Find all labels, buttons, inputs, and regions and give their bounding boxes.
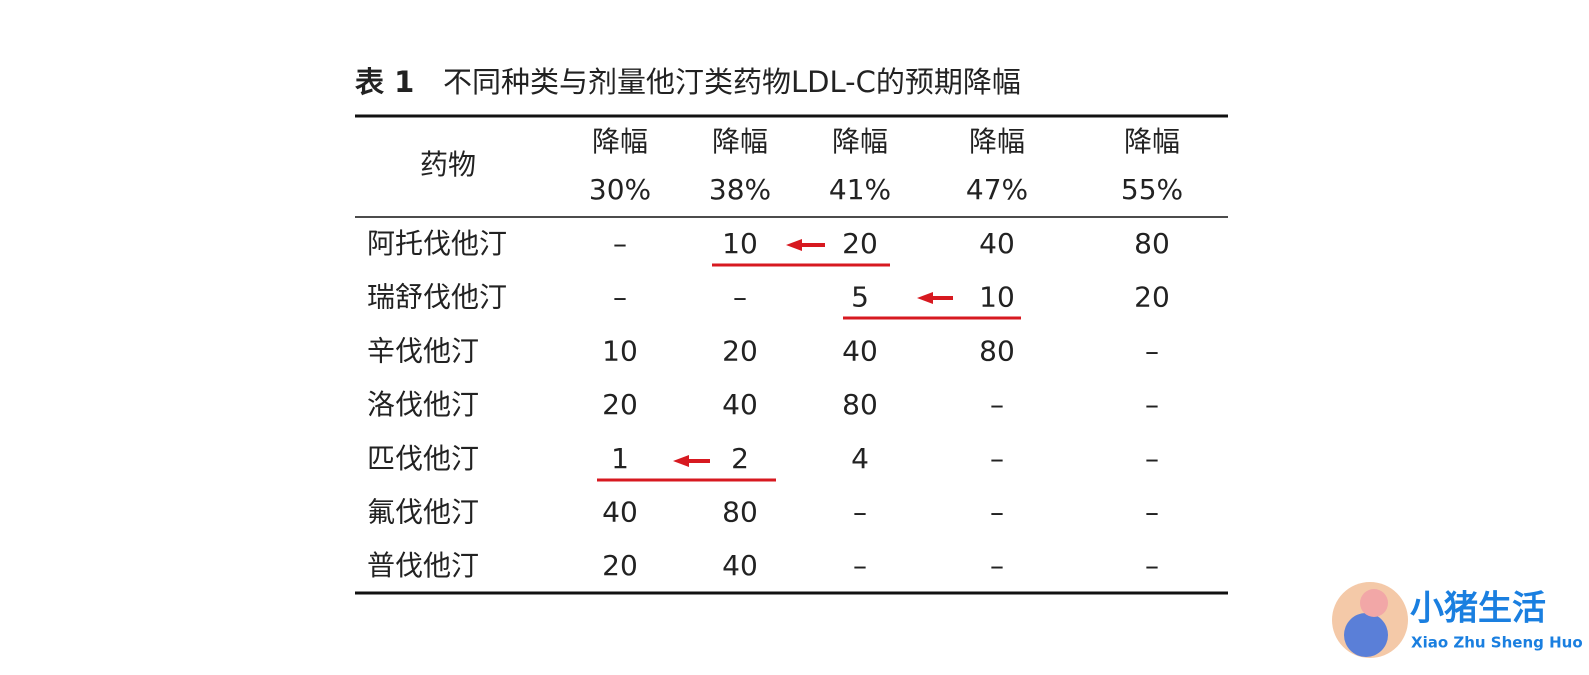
- cell: –: [853, 496, 867, 529]
- cell: 10: [602, 334, 638, 367]
- cell: 80: [842, 388, 878, 421]
- cell: 80: [979, 334, 1015, 367]
- drug-name: 普伐他汀: [367, 549, 479, 582]
- cell: 10: [722, 227, 758, 260]
- cell: 80: [1134, 227, 1170, 260]
- column-label: 降幅: [1124, 125, 1180, 158]
- cell: 20: [842, 227, 878, 260]
- logo-body: [1344, 613, 1388, 657]
- cell: –: [1145, 442, 1159, 475]
- cell: –: [733, 281, 747, 314]
- arrow-head: [673, 455, 689, 467]
- drug-name: 瑞舒伐他汀: [367, 281, 507, 314]
- cell: 20: [1134, 281, 1170, 314]
- column-value: 38%: [709, 173, 771, 206]
- cell: –: [613, 281, 627, 314]
- drug-name: 阿托伐他汀: [367, 227, 507, 260]
- cell: –: [1145, 388, 1159, 421]
- column-value: 55%: [1121, 173, 1183, 206]
- cell: –: [853, 549, 867, 582]
- cell: –: [1145, 549, 1159, 582]
- cell: –: [990, 496, 1004, 529]
- cell: 80: [722, 496, 758, 529]
- drug-name: 辛伐他汀: [367, 334, 479, 367]
- cell: –: [990, 388, 1004, 421]
- watermark: 小猪生活 Xiao Zhu Sheng Huo: [1332, 582, 1583, 658]
- table-body: 降幅 30% 降幅 38% 降幅 41% 降幅 47% 降幅 55% 阿托伐他汀 – 10 20 40 80 瑞…: [367, 125, 1183, 582]
- drug-name: 洛伐他汀: [367, 388, 479, 421]
- cell: 1: [611, 442, 629, 475]
- drug-name: 氟伐他汀: [367, 496, 479, 529]
- cell: –: [1145, 496, 1159, 529]
- column-value: 30%: [589, 173, 651, 206]
- drug-header: 药物: [420, 148, 476, 181]
- column-label: 降幅: [712, 125, 768, 158]
- watermark-name: 小猪生活: [1410, 589, 1546, 629]
- cell: 40: [842, 334, 878, 367]
- watermark-pinyin: Xiao Zhu Sheng Huo: [1411, 634, 1583, 652]
- cell: –: [990, 442, 1004, 475]
- column-label: 降幅: [592, 125, 648, 158]
- column-value: 41%: [829, 173, 891, 206]
- column-value: 47%: [966, 173, 1028, 206]
- cell: 10: [979, 281, 1015, 314]
- cell: 40: [722, 549, 758, 582]
- cell: –: [1145, 334, 1159, 367]
- cell: 40: [722, 388, 758, 421]
- cell: 5: [851, 281, 869, 314]
- cell: –: [613, 227, 627, 260]
- cell: 20: [602, 549, 638, 582]
- column-label: 降幅: [832, 125, 888, 158]
- annotations: [597, 239, 1021, 482]
- column-label: 降幅: [969, 125, 1025, 158]
- table-title: 不同种类与剂量他汀类药物LDL-C的预期降幅: [443, 65, 1021, 99]
- drug-name: 匹伐他汀: [367, 442, 479, 475]
- arrow-head: [917, 292, 933, 304]
- logo-head: [1360, 589, 1388, 617]
- cell: 20: [602, 388, 638, 421]
- cell: 4: [851, 442, 869, 475]
- cell: 2: [731, 442, 749, 475]
- cell: –: [990, 549, 1004, 582]
- table-label: 表 1: [355, 65, 414, 99]
- cell: 40: [602, 496, 638, 529]
- cell: 20: [722, 334, 758, 367]
- arrow-head: [786, 239, 802, 251]
- cell: 40: [979, 227, 1015, 260]
